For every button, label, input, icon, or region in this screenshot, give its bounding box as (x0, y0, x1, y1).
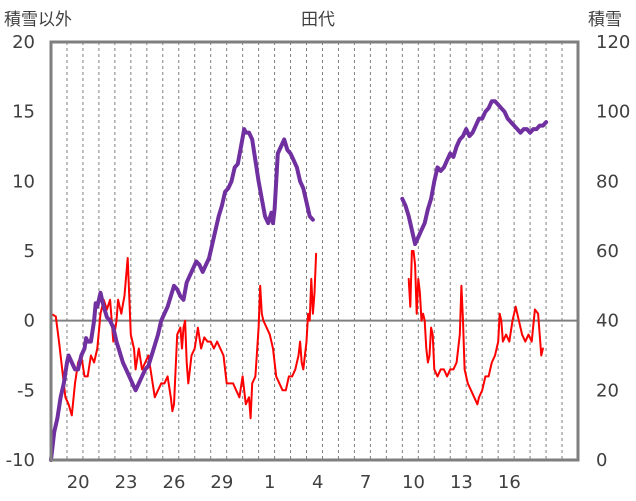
x-tick-label: 1 (264, 472, 275, 493)
right-tick-label: 0 (596, 450, 607, 471)
x-axis-ticks: 20 23 26 29 1 4 7 10 13 16 (67, 472, 521, 493)
left-tick-label: 20 (12, 32, 35, 53)
x-tick-label: 20 (67, 472, 90, 493)
series-layer (49, 99, 549, 462)
right-tick-label: 40 (596, 311, 619, 332)
plot-frame (49, 40, 580, 462)
left-tick-label: -5 (17, 380, 35, 401)
right-axis-title: 積雪 (588, 10, 622, 30)
left-axis-title: 積雪以外 (4, 10, 72, 30)
right-axis-ticks: 0 20 40 60 80 100 120 (596, 32, 630, 471)
left-tick-label: 15 (12, 102, 35, 123)
right-tick-label: 120 (596, 32, 630, 53)
x-tick-label: 7 (360, 472, 371, 493)
left-axis-ticks: -10 -5 0 5 10 15 20 (6, 32, 35, 471)
x-tick-label: 10 (402, 472, 425, 493)
series-line-right-axis (49, 99, 549, 462)
vertical-gridlines (66, 42, 563, 460)
right-tick-label: 60 (596, 241, 619, 262)
x-tick-label: 13 (450, 472, 473, 493)
right-tick-label: 100 (596, 102, 630, 123)
x-tick-label: 4 (312, 472, 323, 493)
x-tick-label: 26 (163, 472, 186, 493)
series-line-left-axis (50, 250, 544, 420)
left-tick-label: 0 (24, 311, 35, 332)
x-tick-label: 29 (210, 472, 233, 493)
left-tick-label: 5 (24, 241, 35, 262)
chart-title: 田代 (301, 10, 335, 30)
x-tick-label: 16 (498, 472, 521, 493)
right-tick-label: 80 (596, 171, 619, 192)
left-tick-label: -10 (6, 450, 35, 471)
left-tick-label: 10 (12, 171, 35, 192)
x-tick-label: 23 (115, 472, 138, 493)
right-tick-label: 20 (596, 380, 619, 401)
